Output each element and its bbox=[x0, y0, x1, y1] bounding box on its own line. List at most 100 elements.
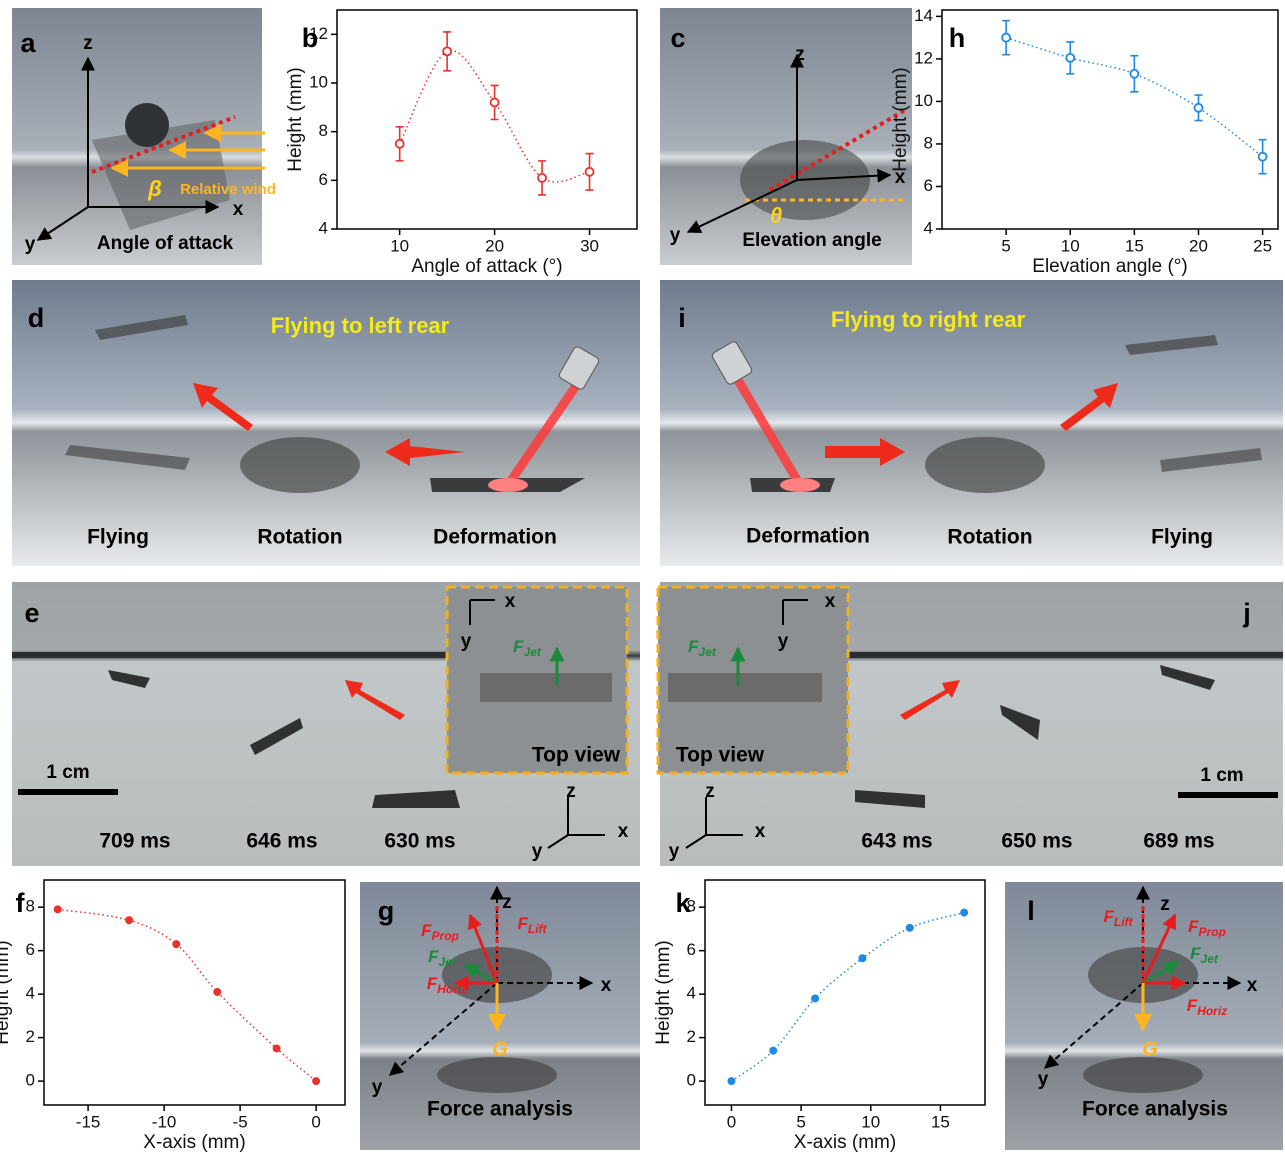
force-subscript: Jet bbox=[1201, 952, 1219, 966]
label: x bbox=[233, 199, 244, 220]
y-tick-label: 0 bbox=[687, 1071, 696, 1090]
y-tick-label: 2 bbox=[26, 1027, 35, 1046]
data-point bbox=[126, 917, 133, 924]
y-tick-label: 6 bbox=[26, 940, 35, 959]
x-tick-label: -15 bbox=[76, 1112, 101, 1131]
chart-background bbox=[337, 10, 637, 229]
data-point bbox=[906, 924, 913, 931]
force-symbol: F bbox=[688, 637, 699, 656]
chart-background bbox=[942, 10, 1278, 229]
label: Flying bbox=[1151, 526, 1213, 549]
label: y bbox=[778, 631, 789, 652]
label: y bbox=[461, 631, 472, 652]
force-symbol: F bbox=[1187, 996, 1198, 1015]
label: Force analysis bbox=[1082, 1098, 1228, 1121]
force-symbol: F bbox=[517, 914, 528, 933]
label: Deformation bbox=[433, 526, 557, 549]
data-point bbox=[443, 47, 451, 55]
label: a bbox=[20, 28, 36, 58]
data-point bbox=[961, 909, 968, 916]
y-tick-label: 6 bbox=[687, 940, 696, 959]
label: x bbox=[601, 975, 612, 996]
label: z bbox=[795, 44, 805, 65]
force-subscript: Horiz bbox=[1197, 1004, 1227, 1018]
label: x bbox=[505, 591, 516, 612]
label: z bbox=[1160, 894, 1170, 915]
label: Flying bbox=[87, 526, 149, 549]
label: z bbox=[566, 781, 576, 802]
data-point bbox=[728, 1077, 735, 1084]
data-point bbox=[1130, 70, 1138, 78]
label: z bbox=[502, 892, 512, 913]
label: 630 ms bbox=[384, 830, 455, 853]
force-subscript: Lift bbox=[1114, 915, 1134, 929]
y-tick-label: 2 bbox=[687, 1027, 696, 1046]
label: i bbox=[678, 303, 686, 333]
label: 1 cm bbox=[46, 762, 89, 783]
panel-letter: f bbox=[16, 888, 26, 918]
label: Elevation angle bbox=[742, 230, 881, 251]
label: y bbox=[670, 225, 681, 246]
chart: 1020304681012Angle of attack (°)Height (… bbox=[285, 10, 637, 277]
data-point bbox=[1259, 153, 1267, 161]
data-point bbox=[586, 168, 594, 176]
label: Rotation bbox=[257, 526, 342, 549]
y-tick-label: 12 bbox=[914, 48, 933, 67]
y-tick-label: 6 bbox=[924, 176, 933, 195]
y-tick-label: 10 bbox=[309, 72, 328, 91]
x-tick-label: 15 bbox=[931, 1112, 950, 1131]
y-tick-label: 4 bbox=[319, 218, 328, 237]
panel-letter: k bbox=[675, 888, 691, 918]
y-axis-label: Height (mm) bbox=[890, 67, 911, 172]
data-point bbox=[538, 174, 546, 182]
label: Top view bbox=[532, 744, 621, 767]
label: β bbox=[147, 176, 162, 201]
label: x bbox=[1247, 975, 1258, 996]
y-tick-label: 0 bbox=[26, 1071, 35, 1090]
label: Deformation bbox=[746, 525, 870, 548]
data-point bbox=[770, 1047, 777, 1054]
data-point bbox=[273, 1045, 280, 1052]
y-tick-label: 4 bbox=[26, 984, 35, 1003]
label: e bbox=[24, 598, 39, 628]
label: G bbox=[492, 1038, 508, 1060]
label: Flying to left rear bbox=[271, 313, 450, 338]
label: θ bbox=[770, 203, 782, 228]
label: 646 ms bbox=[246, 830, 317, 853]
label: z bbox=[705, 781, 715, 802]
label: y bbox=[669, 841, 680, 862]
label: 689 ms bbox=[1143, 830, 1214, 853]
label: 650 ms bbox=[1001, 830, 1072, 853]
data-point bbox=[1194, 104, 1202, 112]
label: 709 ms bbox=[99, 830, 170, 853]
label: g bbox=[378, 896, 395, 926]
data-point bbox=[173, 941, 180, 948]
x-tick-label: 10 bbox=[861, 1112, 880, 1131]
force-subscript: Lift bbox=[528, 922, 548, 936]
x-tick-label: 15 bbox=[1125, 236, 1144, 255]
y-axis-label: Height (mm) bbox=[0, 940, 13, 1045]
force-subscript: Prop bbox=[432, 929, 459, 943]
force-symbol: F bbox=[428, 947, 439, 966]
y-axis-label: Height (mm) bbox=[653, 940, 674, 1045]
label: Flying to right rear bbox=[831, 307, 1026, 332]
label: y bbox=[372, 1077, 383, 1098]
data-point bbox=[396, 140, 404, 148]
y-tick-label: 10 bbox=[914, 91, 933, 110]
x-tick-label: 0 bbox=[311, 1112, 320, 1131]
data-point bbox=[859, 955, 866, 962]
label: z bbox=[83, 33, 93, 54]
label: 1 cm bbox=[1200, 765, 1243, 786]
x-axis-label: Angle of attack (°) bbox=[411, 256, 562, 277]
force-symbol: F bbox=[1188, 917, 1199, 936]
x-tick-label: 30 bbox=[580, 236, 599, 255]
data-point bbox=[491, 98, 499, 106]
label: d bbox=[28, 303, 45, 333]
data-point bbox=[313, 1077, 320, 1084]
label: 643 ms bbox=[861, 830, 932, 853]
label: x bbox=[618, 821, 629, 842]
force-subscript: Jet bbox=[524, 645, 542, 659]
force-subscript: Horiz bbox=[437, 982, 467, 996]
force-subscript: Prop bbox=[1199, 925, 1226, 939]
